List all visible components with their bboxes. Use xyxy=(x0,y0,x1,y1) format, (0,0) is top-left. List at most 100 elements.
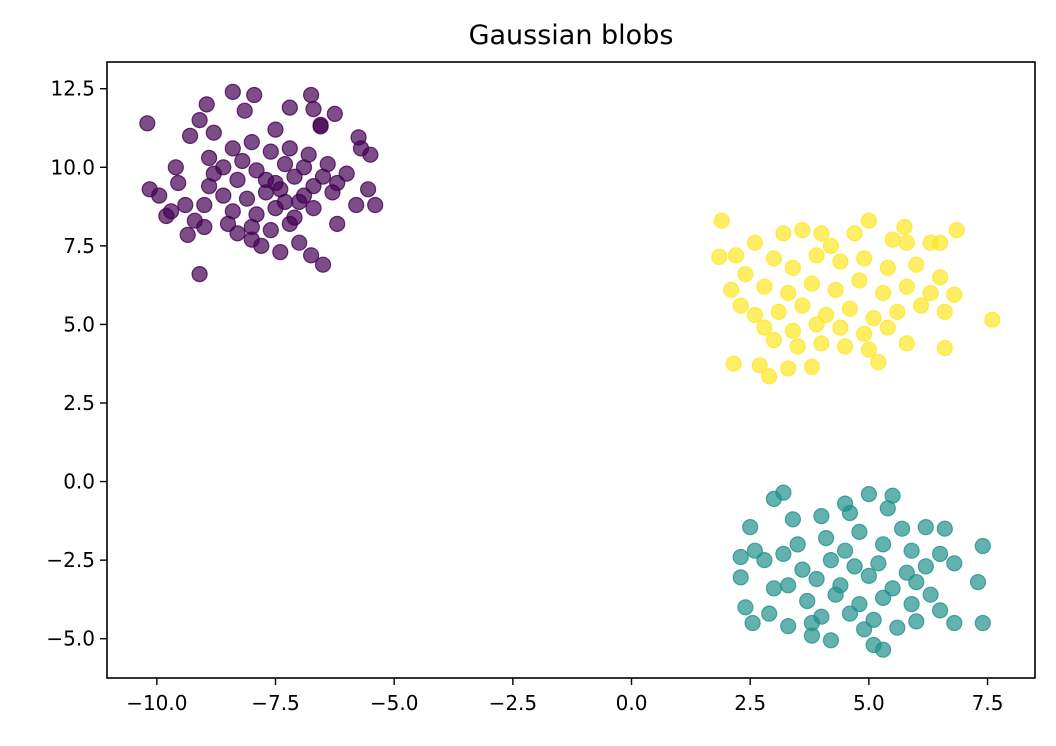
scatter-point-series-1-54 xyxy=(851,595,868,613)
scatter-point-series-1-36 xyxy=(789,536,806,553)
scatter-point-series-1-30 xyxy=(908,613,925,630)
scatter-point-series-2-6 xyxy=(813,225,830,242)
scatter-point-series-2-15 xyxy=(984,311,1001,328)
scatter-point-series-2-26 xyxy=(723,281,740,298)
scatter-point-series-1-9 xyxy=(841,504,859,522)
scatter-point-series-0-66 xyxy=(262,222,279,239)
scatter-point-series-1-50 xyxy=(884,580,901,597)
points-layer xyxy=(139,83,1001,658)
scatter-point-series-0-3 xyxy=(224,83,241,101)
scatter-point-series-1-51 xyxy=(908,573,925,591)
scatter-point-series-0-56 xyxy=(238,190,256,207)
scatter-point-series-0-19 xyxy=(151,187,168,204)
scatter-point-series-0-5 xyxy=(303,86,320,104)
scatter-point-series-0-22 xyxy=(158,207,175,225)
scatter-point-series-1-40 xyxy=(903,542,920,559)
scatter-point-series-2-7 xyxy=(846,225,863,242)
scatter-point-series-0-43 xyxy=(224,140,241,157)
scatter-point-series-2-24 xyxy=(780,360,797,377)
scatter-point-series-1-31 xyxy=(931,602,949,619)
scatter-point-series-1-58 xyxy=(841,605,859,622)
scatter-point-series-0-6 xyxy=(305,100,322,118)
scatter-point-series-0-70 xyxy=(295,159,313,176)
scatter-point-series-0-69 xyxy=(276,156,294,173)
scatter-point-series-0-8 xyxy=(236,102,253,119)
scatter-point-series-1-60 xyxy=(775,545,792,563)
scatter-point-series-1-28 xyxy=(874,641,892,658)
scatter-point-series-0-55 xyxy=(215,187,232,204)
scatter-point-series-1-15 xyxy=(756,551,773,569)
scatter-point-series-2-56 xyxy=(912,297,930,314)
x-tick-label: 5.0 xyxy=(853,691,885,715)
scatter-point-series-0-7 xyxy=(281,99,298,116)
scatter-point-series-2-39 xyxy=(855,250,873,267)
scatter-point-series-0-71 xyxy=(234,152,251,170)
y-tick-label: 2.5 xyxy=(63,391,95,415)
scatter-point-series-2-28 xyxy=(737,266,754,283)
scatter-point-series-0-67 xyxy=(281,215,298,232)
scatter-point-series-0-65 xyxy=(243,218,260,236)
x-tick-label: 7.5 xyxy=(972,691,1004,715)
scatter-point-series-2-36 xyxy=(784,259,802,276)
scatter-point-series-1-22 xyxy=(744,614,761,632)
scatter-point-series-2-53 xyxy=(841,300,859,317)
scatter-point-series-0-33 xyxy=(191,266,208,283)
scatter-point-series-0-21 xyxy=(177,196,194,214)
scatter-point-series-2-57 xyxy=(784,322,802,339)
scatter-point-series-2-3 xyxy=(746,234,764,251)
scatter-point-series-2-18 xyxy=(936,339,953,357)
y-tick-label: −5.0 xyxy=(46,627,95,651)
scatter-point-series-2-22 xyxy=(751,357,768,374)
scatter-point-series-2-40 xyxy=(879,259,896,276)
scatter-point-series-2-20 xyxy=(870,354,887,371)
scatter-point-series-2-46 xyxy=(851,272,868,289)
x-tick-label: −10.0 xyxy=(126,691,187,715)
scatter-point-series-2-47 xyxy=(874,284,892,302)
scatter-point-series-0-1 xyxy=(191,111,208,129)
scatter-point-series-1-37 xyxy=(817,529,835,547)
scatter-point-series-1-64 xyxy=(855,621,873,638)
scatter-point-series-0-4 xyxy=(246,86,263,104)
scatter-point-series-1-8 xyxy=(813,507,830,525)
y-tick-label: 0.0 xyxy=(63,470,95,494)
scatter-point-series-2-1 xyxy=(727,247,745,264)
scatter-point-series-2-9 xyxy=(884,231,901,248)
y-axis: −5.0 −2.5 0.0 2.5 5.0 7.5 10.0 12.5 xyxy=(46,77,107,651)
scatter-point-series-0-46 xyxy=(281,140,298,157)
scatter-point-series-2-14 xyxy=(948,222,965,239)
scatter-point-series-0-31 xyxy=(303,247,320,264)
scatter-point-series-2-54 xyxy=(865,310,882,327)
scatter-point-series-2-51 xyxy=(794,297,811,314)
scatter-point-series-1-1 xyxy=(765,490,783,507)
scatter-point-series-0-72 xyxy=(257,171,275,188)
scatter-point-series-1-62 xyxy=(836,542,854,559)
scatter-point-series-1-43 xyxy=(846,558,863,575)
scatter-point-series-0-17 xyxy=(362,146,379,163)
x-tick-label: −5.0 xyxy=(370,691,419,715)
scatter-point-series-2-12 xyxy=(931,234,949,251)
scatter-point-series-2-62 xyxy=(746,306,764,324)
x-tick-label: −2.5 xyxy=(489,691,538,715)
scatter-point-series-0-68 xyxy=(201,178,218,195)
scatter-point-series-1-23 xyxy=(761,605,778,622)
scatter-point-series-1-56 xyxy=(903,595,920,613)
scatter-point-series-1-33 xyxy=(974,614,991,632)
scatter-point-series-2-61 xyxy=(879,319,896,336)
scatter-point-series-0-77 xyxy=(329,174,346,192)
x-tick-label: 0.0 xyxy=(616,691,648,715)
scatter-point-series-1-63 xyxy=(803,614,821,632)
scatter-point-series-2-29 xyxy=(756,319,773,336)
scatter-point-series-0-11 xyxy=(326,105,343,123)
scatter-point-series-1-49 xyxy=(860,567,878,585)
plot-frame xyxy=(106,61,1036,679)
scatter-point-series-1-11 xyxy=(917,518,934,536)
scatter-point-series-2-32 xyxy=(813,335,830,352)
scatter-point-series-1-47 xyxy=(808,570,825,588)
scatter-point-series-1-35 xyxy=(765,580,783,597)
scatter-point-series-0-50 xyxy=(248,162,265,179)
scatter-point-series-1-19 xyxy=(969,573,987,591)
scatter-point-series-0-34 xyxy=(329,215,346,232)
scatter-point-series-0-74 xyxy=(314,168,332,185)
scatter-point-series-2-37 xyxy=(808,247,825,264)
